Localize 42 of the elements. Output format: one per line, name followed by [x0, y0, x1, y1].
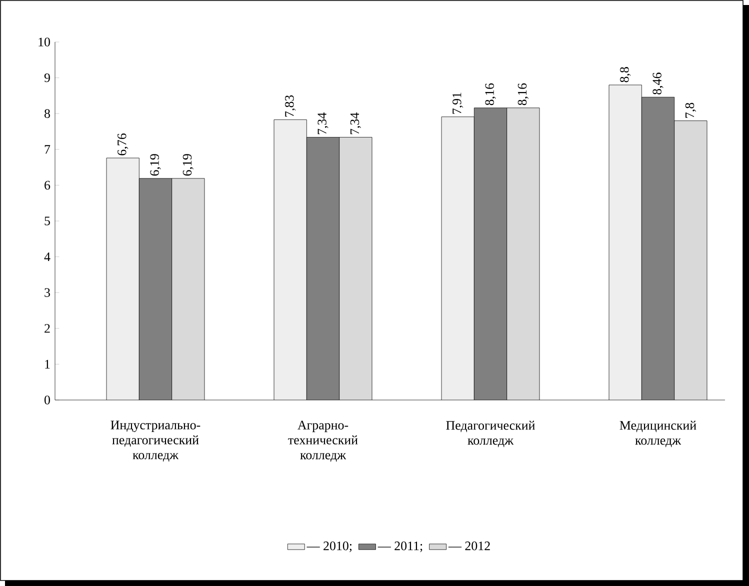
- bar: [674, 120, 708, 400]
- data-label: 7,34: [350, 112, 361, 134]
- bar: [172, 178, 204, 400]
- data-label: 7,34: [318, 112, 328, 134]
- y-tick-label: 7: [44, 145, 50, 154]
- bar: [306, 137, 340, 400]
- data-label: 8,16: [485, 83, 496, 106]
- y-tick-label: 0: [44, 396, 50, 404]
- data-label: 7,83: [285, 95, 296, 117]
- bar: [139, 178, 172, 400]
- legend-label: — 2012: [448, 542, 490, 550]
- x-tick-label: Медицинский колледж: [620, 420, 696, 448]
- x-tick-label: Аграрно-технический колледж: [288, 420, 358, 462]
- y-tick-label: 2: [44, 324, 50, 333]
- y-tick-label: 4: [44, 252, 50, 262]
- data-label: 6,19: [150, 154, 161, 176]
- bar: [608, 84, 642, 400]
- x-tick-label: Педагогический колледж: [446, 420, 535, 448]
- data-label: 8,46: [652, 72, 664, 94]
- x-tick-label: Индустриально-педагогический колледж: [110, 420, 200, 462]
- data-label: 6,76: [118, 134, 128, 156]
- bar: [274, 120, 307, 400]
- y-tick-label: 3: [44, 288, 50, 297]
- data-label: 7,91: [452, 92, 464, 114]
- bar: [506, 108, 540, 400]
- legend-label: — 2010;: [306, 542, 352, 552]
- bar: [641, 96, 675, 400]
- data-label: 7,8: [685, 102, 696, 118]
- bar: [474, 108, 507, 400]
- y-tick-label: 9: [44, 73, 50, 82]
- legend-label: — 2011;: [378, 542, 422, 552]
- y-tick-label: 1: [45, 360, 50, 368]
- data-label: 8,16: [518, 83, 528, 106]
- bar: [339, 137, 372, 400]
- bar: [442, 116, 474, 400]
- y-tick-label: 5: [44, 216, 50, 226]
- y-tick-label: 6: [44, 180, 50, 190]
- y-tick-label: 8: [44, 109, 50, 118]
- bar: [106, 158, 140, 400]
- data-label: 8,8: [620, 67, 631, 82]
- data-label: 6,19: [182, 154, 194, 176]
- y-tick-label: 10: [38, 38, 50, 46]
